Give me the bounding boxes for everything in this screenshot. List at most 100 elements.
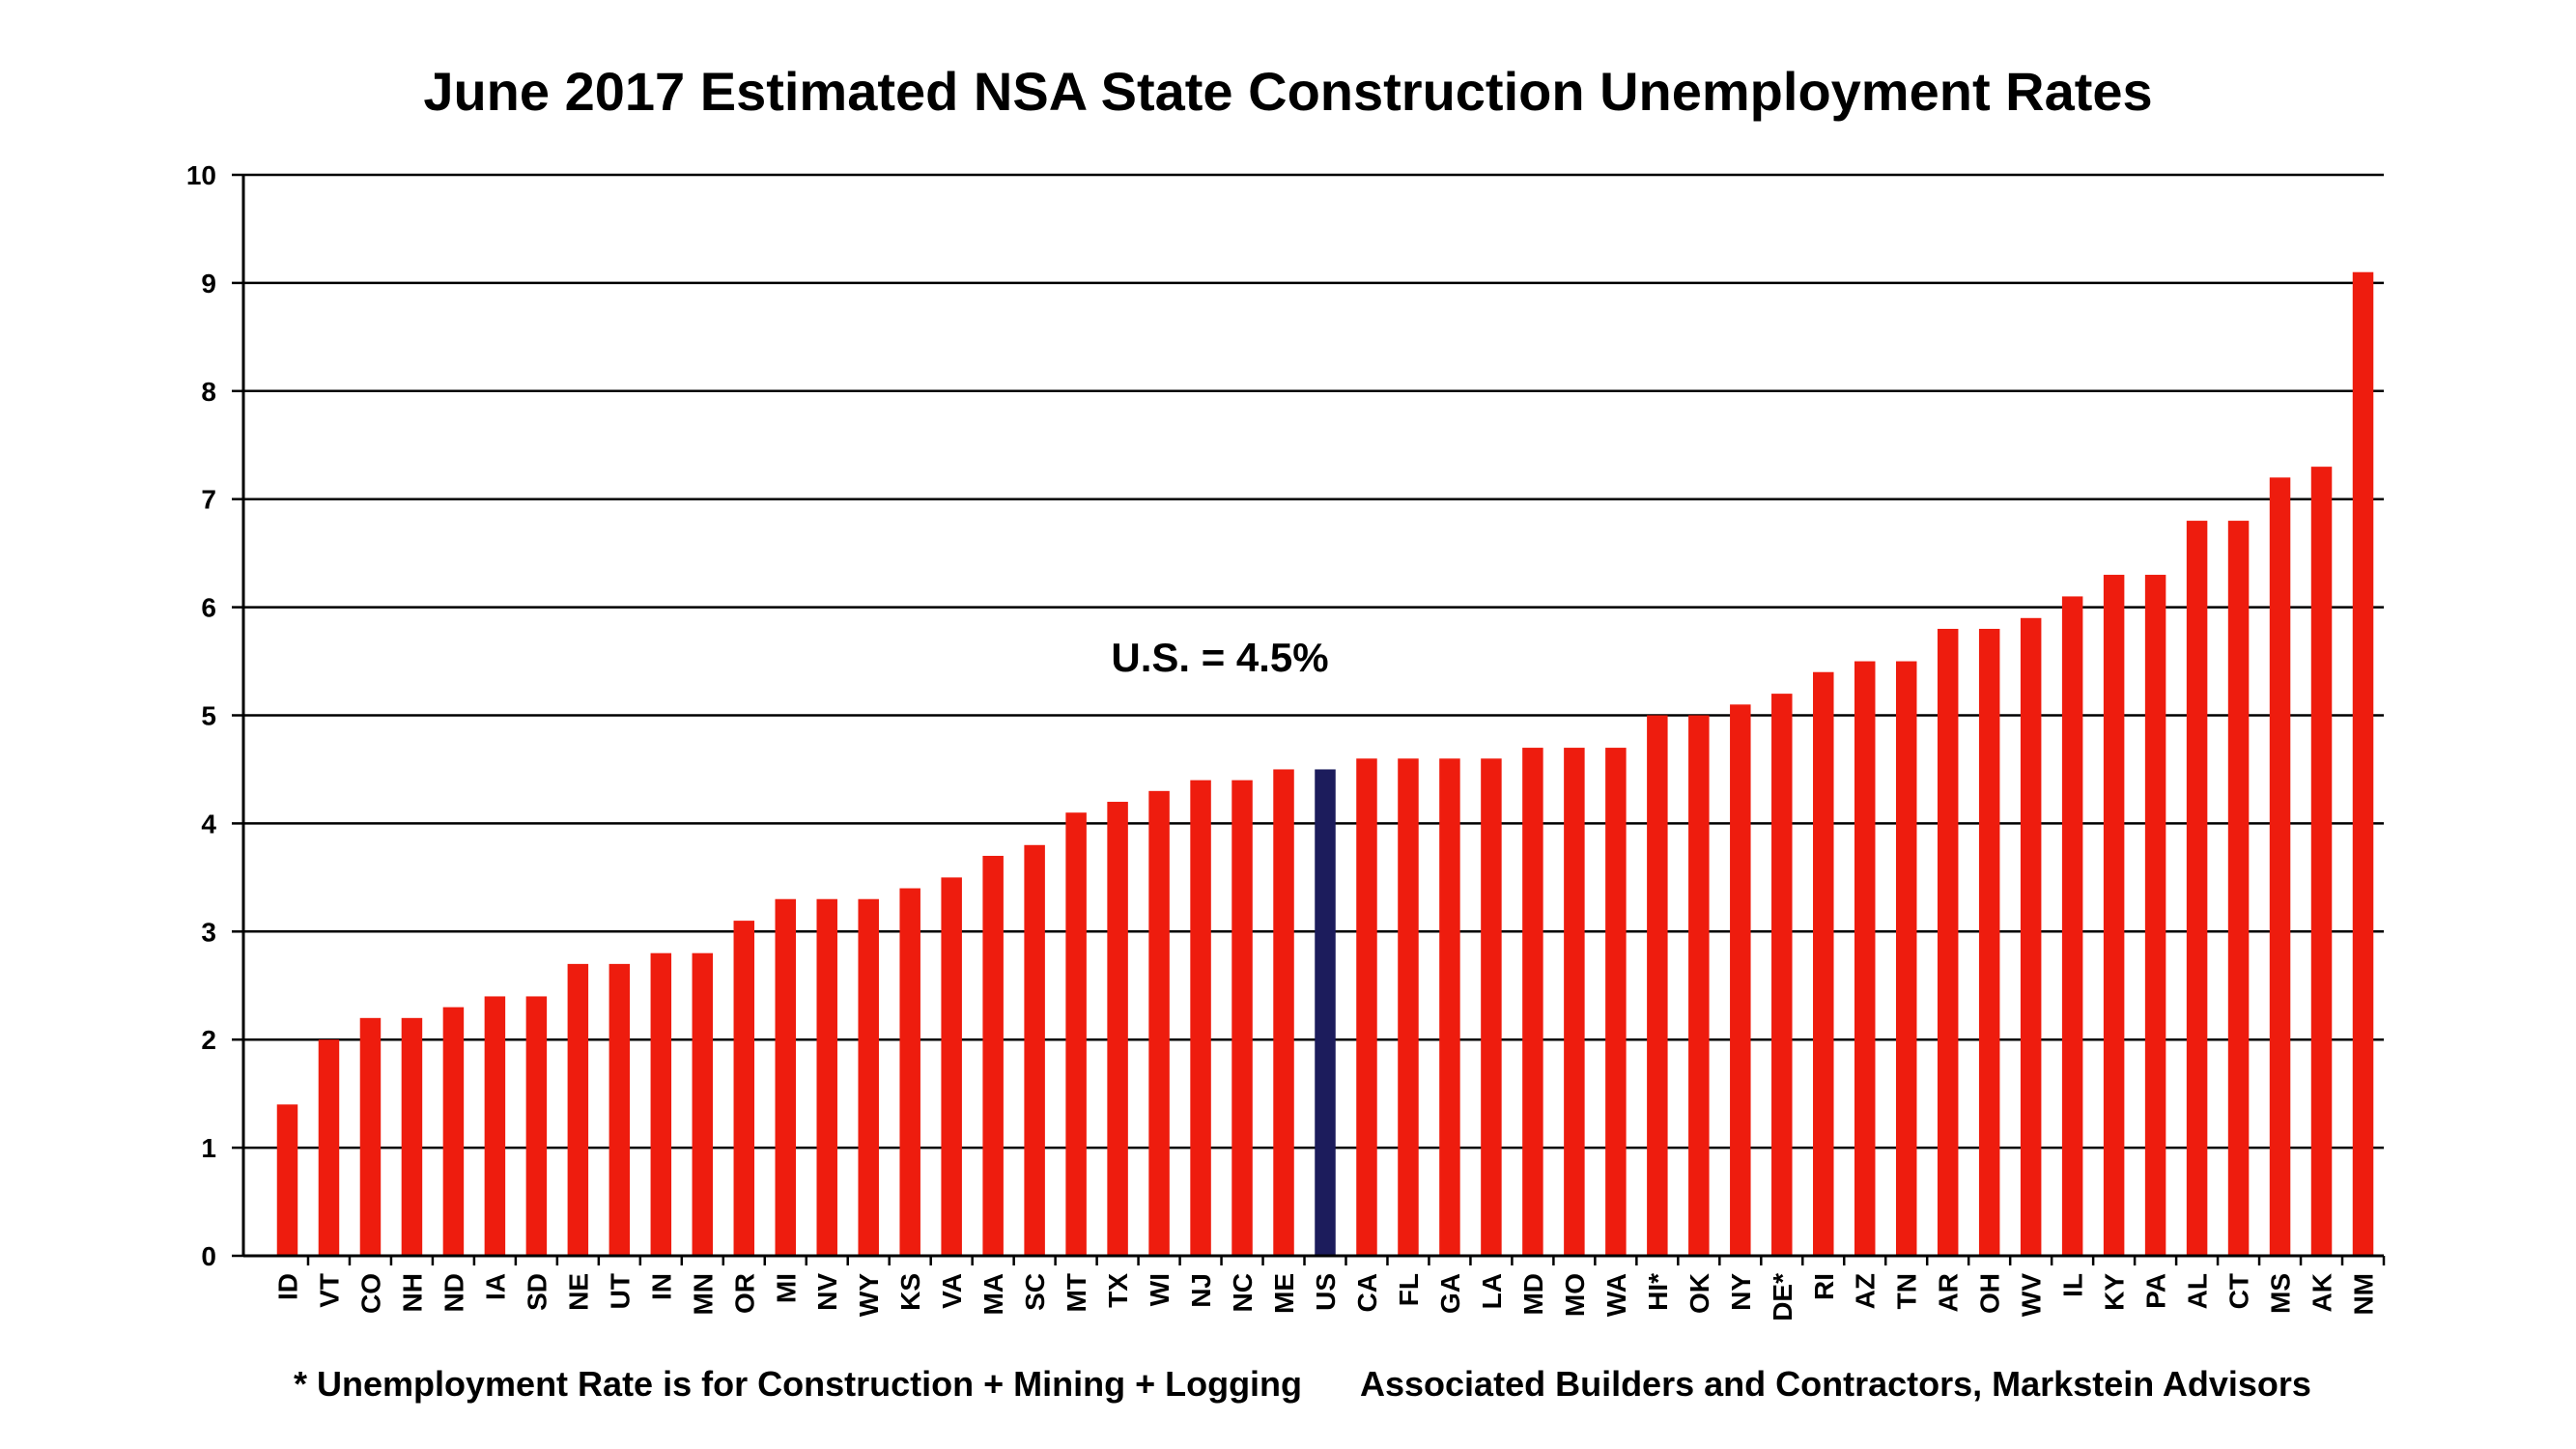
bar-ak bbox=[2310, 467, 2333, 1256]
y-tick-label: 9 bbox=[201, 269, 216, 298]
x-tick-label: MT bbox=[1062, 1273, 1091, 1312]
bar-ar bbox=[1937, 628, 1959, 1256]
bar-us bbox=[1315, 769, 1336, 1256]
bar-oh bbox=[1978, 628, 2000, 1256]
x-tick-label: ME bbox=[1269, 1273, 1299, 1314]
us-rate-annotation: U.S. = 4.5% bbox=[1111, 635, 1328, 680]
x-tick-label: NC bbox=[1228, 1273, 1258, 1312]
x-tick-label: MO bbox=[1560, 1273, 1590, 1317]
bar-wa bbox=[1605, 748, 1627, 1256]
x-tick-label: MN bbox=[688, 1273, 718, 1316]
bar-pa bbox=[2144, 575, 2166, 1256]
x-tick-label: MS bbox=[2266, 1273, 2296, 1314]
x-tick-label: MI bbox=[771, 1273, 801, 1303]
x-tick-label: CA bbox=[1352, 1273, 1382, 1312]
bar-mo bbox=[1564, 748, 1585, 1256]
x-tick-label: AL bbox=[2183, 1273, 2213, 1309]
bars bbox=[276, 271, 2374, 1257]
y-tick-label: 2 bbox=[201, 1025, 216, 1055]
bar-ms bbox=[2269, 477, 2291, 1256]
x-tick-label: TN bbox=[1892, 1273, 1922, 1309]
y-tick-label: 6 bbox=[201, 593, 216, 623]
x-tick-label: NE bbox=[563, 1273, 593, 1311]
bar-az bbox=[1854, 661, 1876, 1256]
x-tick-label: AZ bbox=[1851, 1273, 1881, 1309]
x-tick-label: RI bbox=[1809, 1273, 1839, 1300]
bar-ne bbox=[567, 963, 589, 1256]
x-tick-label: SD bbox=[522, 1273, 552, 1311]
bar-md bbox=[1522, 748, 1543, 1256]
x-tick-label: VA bbox=[937, 1273, 967, 1309]
x-tick-labels: ID VT CO NH ND IA SD NE UT IN MN OR MI NV WY KS VA MA SC MT… bbox=[272, 1273, 2378, 1321]
x-tick-label: NJ bbox=[1186, 1273, 1216, 1308]
bar-mi bbox=[775, 898, 796, 1256]
bar-de bbox=[1771, 694, 1793, 1256]
y-tick-label: 10 bbox=[186, 160, 216, 190]
x-tick-label: FL bbox=[1394, 1273, 1424, 1306]
x-tick-label: PA bbox=[2141, 1273, 2171, 1309]
bar-me bbox=[1273, 769, 1294, 1256]
y-tick-label: 1 bbox=[201, 1133, 216, 1163]
bar-id bbox=[276, 1104, 298, 1256]
bar-sd bbox=[525, 996, 548, 1256]
x-tick-label: HI* bbox=[1643, 1273, 1673, 1311]
bar-la bbox=[1481, 758, 1502, 1256]
x-tick-label: US bbox=[1311, 1273, 1341, 1311]
x-tick-label: IN bbox=[646, 1273, 676, 1300]
bar-al bbox=[2186, 521, 2208, 1256]
x-tick-label: WV bbox=[2017, 1273, 2047, 1317]
x-tick-label: AR bbox=[1934, 1273, 1964, 1312]
x-tick-label: NH bbox=[397, 1273, 427, 1312]
bar-ct bbox=[2227, 521, 2250, 1256]
x-tick-label: IL bbox=[2058, 1273, 2088, 1297]
bar-ny bbox=[1730, 704, 1751, 1256]
bar-ga bbox=[1439, 758, 1460, 1256]
x-tick-label: ID bbox=[272, 1273, 302, 1300]
bar-ky bbox=[2103, 575, 2125, 1256]
bar-co bbox=[359, 1017, 382, 1256]
x-tick-label: KS bbox=[895, 1273, 925, 1311]
bar-nh bbox=[401, 1017, 423, 1256]
x-tick-label: NM bbox=[2349, 1273, 2379, 1316]
bar-nm bbox=[2352, 271, 2374, 1257]
x-tick-label: AK bbox=[2307, 1273, 2337, 1312]
y-tick-label: 3 bbox=[201, 917, 216, 947]
x-tick-label: TX bbox=[1103, 1273, 1133, 1308]
bar-wv bbox=[2020, 617, 2042, 1256]
bar-ca bbox=[1356, 758, 1377, 1256]
bar-nd bbox=[442, 1007, 465, 1256]
bar-wy bbox=[858, 898, 879, 1256]
y-tick-label: 4 bbox=[201, 809, 216, 838]
bar-tx bbox=[1107, 802, 1128, 1256]
gridlines bbox=[243, 173, 2384, 1150]
bar-nc bbox=[1231, 780, 1253, 1256]
x-tick-label: WY bbox=[854, 1273, 884, 1317]
bar-ok bbox=[1688, 715, 1710, 1256]
x-tick-label: UT bbox=[605, 1273, 635, 1309]
x-tick-label: KY bbox=[2100, 1273, 2130, 1311]
bar-ri bbox=[1813, 671, 1834, 1256]
bar-mt bbox=[1065, 812, 1087, 1256]
y-tick-labels: 0 1 2 3 4 5 6 7 8 9 10 bbox=[186, 160, 217, 1271]
bar-va bbox=[941, 877, 962, 1256]
x-tick-label: IA bbox=[480, 1273, 510, 1300]
x-tick-label: GA bbox=[1435, 1273, 1465, 1314]
bar-or bbox=[733, 921, 755, 1256]
chart-title: June 2017 Estimated NSA State Constructi… bbox=[423, 61, 2153, 122]
y-tick-label: 8 bbox=[201, 377, 216, 407]
bar-vt bbox=[318, 1039, 340, 1256]
y-tick-label: 0 bbox=[201, 1241, 216, 1271]
x-tick-label: OK bbox=[1684, 1273, 1714, 1314]
x-tick-label: ND bbox=[439, 1273, 468, 1312]
bar-il bbox=[2061, 596, 2083, 1256]
x-tick-label: VT bbox=[314, 1273, 344, 1308]
x-tick-label: MD bbox=[1518, 1273, 1548, 1316]
x-tick-label: WA bbox=[1601, 1273, 1631, 1317]
x-tick-label: OH bbox=[1975, 1273, 2005, 1314]
bar-ks bbox=[899, 888, 920, 1256]
x-tick-label: CT bbox=[2224, 1273, 2254, 1309]
bar-in bbox=[650, 952, 672, 1256]
bar-sc bbox=[1024, 844, 1045, 1256]
bar-ma bbox=[982, 855, 1004, 1256]
